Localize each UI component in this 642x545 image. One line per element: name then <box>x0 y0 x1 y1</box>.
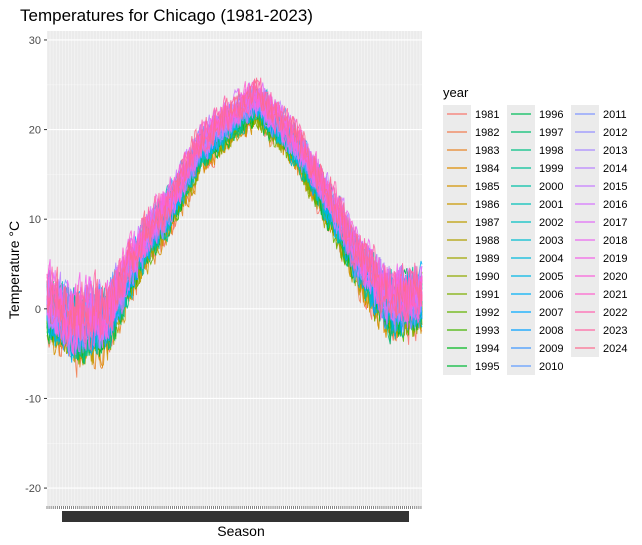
legend-label-2000: 2000 <box>539 181 563 193</box>
legend-label-2004: 2004 <box>539 253 563 265</box>
legend-key-column <box>571 105 599 357</box>
legend-label-2010: 2010 <box>539 361 563 373</box>
legend-label-2007: 2007 <box>539 307 563 319</box>
legend-title: year <box>443 85 469 100</box>
legend-label-2020: 2020 <box>603 271 627 283</box>
legend-label-1999: 1999 <box>539 163 563 175</box>
legend-label-1994: 1994 <box>475 343 499 355</box>
legend-label-1998: 1998 <box>539 145 563 157</box>
legend-label-1985: 1985 <box>475 181 499 193</box>
y-tick-label: 30 <box>29 35 41 47</box>
legend-label-1997: 1997 <box>539 127 563 139</box>
legend-label-2011: 2011 <box>603 109 627 121</box>
legend-label-1988: 1988 <box>475 235 499 247</box>
legend-label-1992: 1992 <box>475 307 499 319</box>
legend-label-2022: 2022 <box>603 307 627 319</box>
legend-label-1984: 1984 <box>475 163 499 175</box>
legend-label-2015: 2015 <box>603 181 627 193</box>
y-tick-label: 10 <box>29 214 41 226</box>
y-tick-label: -10 <box>25 393 41 405</box>
legend-label-1982: 1982 <box>475 127 499 139</box>
legend-label-1989: 1989 <box>475 253 499 265</box>
x-axis <box>46 506 422 522</box>
legend-label-2021: 2021 <box>603 289 627 301</box>
y-tick-label: 0 <box>35 304 41 316</box>
legend-label-2013: 2013 <box>603 145 627 157</box>
legend: year 1981 1982 1983 1984 1985 1986 1987 1988 198… <box>443 85 627 375</box>
legend-label-1986: 1986 <box>475 199 499 211</box>
legend-label-1995: 1995 <box>475 361 499 373</box>
legend-label-1981: 1981 <box>475 109 499 121</box>
legend-label-2008: 2008 <box>539 325 563 337</box>
legend-label-2002: 2002 <box>539 217 563 229</box>
legend-label-2018: 2018 <box>603 235 627 247</box>
y-tick-label: -20 <box>25 483 41 495</box>
legend-label-2009: 2009 <box>539 343 563 355</box>
y-axis: -20 -10 0 10 20 30 <box>25 35 47 495</box>
legend-label-2006: 2006 <box>539 289 563 301</box>
legend-label-1990: 1990 <box>475 271 499 283</box>
legend-label-2016: 2016 <box>603 199 627 211</box>
x-tick-labels-overplotted <box>62 511 409 522</box>
legend-label-2005: 2005 <box>539 271 563 283</box>
legend-label-2001: 2001 <box>539 199 563 211</box>
legend-label-1987: 1987 <box>475 217 499 229</box>
legend-label-2012: 2012 <box>603 127 627 139</box>
legend-label-2024: 2024 <box>603 343 627 355</box>
x-axis-title: Season <box>217 523 264 539</box>
y-tick-label: 20 <box>29 125 41 137</box>
legend-label-2023: 2023 <box>603 325 627 337</box>
legend-label-1996: 1996 <box>539 109 563 121</box>
legend-label-2003: 2003 <box>539 235 563 247</box>
y-axis-title: Temperature °C <box>6 221 22 319</box>
legend-label-1983: 1983 <box>475 145 499 157</box>
legend-label-2017: 2017 <box>603 217 627 229</box>
legend-label-2014: 2014 <box>603 163 627 175</box>
legend-label-1991: 1991 <box>475 289 499 301</box>
legend-label-1993: 1993 <box>475 325 499 337</box>
series-line-2024 <box>46 77 423 352</box>
series-layer <box>46 77 423 378</box>
legend-label-2019: 2019 <box>603 253 627 265</box>
chart-title: Temperatures for Chicago (1981-2023) <box>20 6 313 25</box>
